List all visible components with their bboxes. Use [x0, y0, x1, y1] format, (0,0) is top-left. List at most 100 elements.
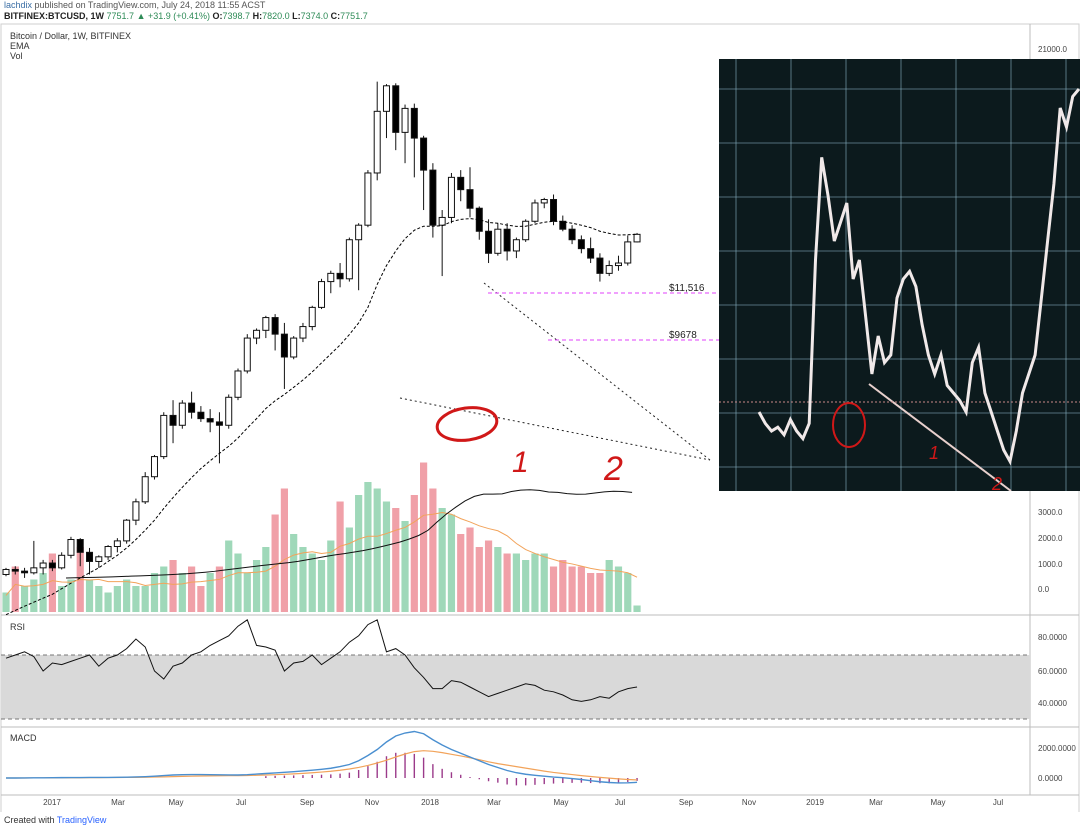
volume-bar	[429, 488, 437, 612]
candle-body	[58, 554, 66, 569]
volume-bar	[596, 573, 604, 612]
volume-bar	[587, 573, 595, 612]
candle-body	[67, 539, 75, 556]
x-tick-label: May	[930, 798, 945, 807]
low-value: 7374.0	[300, 11, 329, 21]
candle-body	[512, 239, 520, 252]
ema-line	[5, 218, 638, 616]
candle-body	[76, 539, 84, 553]
volume-bar	[243, 573, 251, 612]
volume-bar	[392, 508, 400, 612]
series-legend: Bitcoin / Dollar, 1W, BITFINEX EMA Vol	[10, 31, 131, 61]
volume-bar	[531, 553, 539, 612]
candle-body	[410, 107, 418, 139]
price-tick-label: 21000.0	[1038, 45, 1067, 54]
volume-bar	[123, 579, 131, 612]
candle-body	[150, 456, 158, 478]
high-value: 7820.0	[262, 11, 290, 21]
volume-bar	[345, 527, 353, 612]
price-tick-label: 2000.0	[1038, 534, 1063, 543]
volume-bar	[141, 586, 149, 612]
candle-body	[178, 402, 186, 426]
photo-handwritten-1: 1	[929, 443, 939, 463]
candle-body	[336, 272, 344, 280]
volume-bar	[410, 495, 418, 612]
publisher-link[interactable]: lachdix	[4, 0, 33, 10]
volume-bar	[271, 514, 279, 612]
candle-body	[457, 176, 465, 191]
candle-body	[21, 570, 29, 574]
rsi-tick-label: 60.0000	[1038, 667, 1067, 676]
candle-body	[141, 476, 149, 503]
candle-body	[132, 501, 140, 521]
macd-pane-label[interactable]: MACD	[10, 733, 37, 743]
rsi-tick-label: 40.0000	[1038, 699, 1067, 708]
volume-bar	[11, 566, 19, 612]
candle-body	[86, 551, 94, 562]
candle-body	[95, 556, 103, 562]
candle-body	[2, 568, 10, 575]
upper-trendline[interactable]	[483, 282, 711, 461]
macd-tick-label: 0.0000	[1038, 774, 1063, 783]
legend-ema[interactable]: EMA	[10, 41, 30, 51]
footer-brand[interactable]: TradingView	[56, 815, 107, 825]
lower-trendline[interactable]	[399, 397, 711, 461]
candle-body	[104, 546, 112, 558]
candle-body	[466, 189, 474, 209]
candle-body	[308, 306, 316, 328]
volume-bar	[336, 501, 344, 612]
volume-bar	[605, 560, 613, 612]
long-ma-line	[65, 489, 633, 579]
candle-body	[243, 337, 251, 372]
candle-body	[559, 220, 567, 230]
volume-bar	[262, 547, 270, 612]
symbol-label: BITFINEX:BTCUSD, 1W	[4, 11, 104, 21]
candle-body	[494, 228, 502, 254]
circle-annotation[interactable]	[435, 404, 499, 444]
candle-body	[485, 230, 493, 254]
volume-bar	[475, 547, 483, 612]
volume-bar	[373, 488, 381, 612]
price-tick-label: 0.0	[1038, 585, 1050, 594]
volume-bar	[317, 560, 326, 612]
volume-bar	[215, 566, 224, 612]
photo-inset: 1 2	[719, 59, 1080, 491]
candle-body	[318, 281, 326, 308]
legend-vol[interactable]: Vol	[10, 51, 23, 61]
x-tick-label: Jul	[236, 798, 246, 807]
candle-body	[206, 418, 214, 423]
volume-bar	[197, 586, 205, 612]
x-tick-label: Sep	[300, 798, 315, 807]
candle-body	[522, 220, 530, 241]
volume-bar	[503, 553, 511, 612]
x-tick-label: 2017	[43, 798, 61, 807]
candle-body	[215, 421, 223, 426]
price-tick-label: 3000.0	[1038, 508, 1063, 517]
x-tick-label: May	[168, 798, 183, 807]
candle-body	[355, 224, 363, 241]
x-tick-label: Nov	[365, 798, 379, 807]
published-text: published on TradingView.com, July 24, 2…	[34, 0, 266, 10]
candle-body	[420, 137, 428, 171]
photo-price-line	[757, 88, 1080, 466]
level-label-high: $11,516	[669, 283, 705, 294]
x-tick-label: Nov	[742, 798, 756, 807]
candle-body	[624, 241, 632, 264]
rsi-pane-label[interactable]: RSI	[10, 622, 26, 632]
rsi-line	[5, 619, 638, 702]
candle-body	[160, 414, 168, 458]
volume-bar	[85, 579, 94, 612]
macd-line	[6, 730, 638, 784]
volume-bar	[540, 553, 548, 612]
low-label: L:	[292, 11, 301, 21]
candles	[2, 81, 641, 578]
candle-body	[39, 562, 47, 569]
volume-bar	[20, 586, 29, 612]
photo-handwritten-2: 2	[991, 474, 1002, 491]
candle-body	[531, 202, 539, 222]
candle-body	[234, 370, 242, 398]
close-value: 7751.7	[340, 11, 368, 21]
candle-body	[503, 228, 511, 252]
candle-body	[605, 265, 613, 274]
